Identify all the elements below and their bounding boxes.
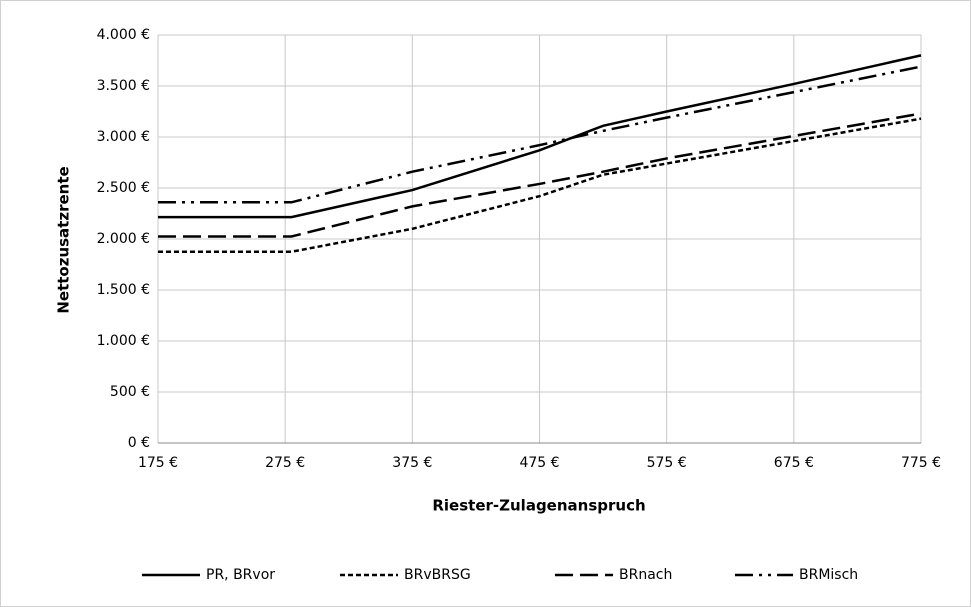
y-tick-label: 2.000 € [97,231,150,247]
y-tick-label: 3.500 € [97,78,150,94]
legend-label: BRvBRSG [404,567,471,583]
y-tick-label: 1.500 € [97,282,150,298]
x-tick-label: 375 € [392,455,432,471]
series-line [158,65,922,204]
legend-label: PR, BRvor [206,567,275,583]
y-tick-label: 1.000 € [97,333,150,349]
x-tick-label: 475 € [519,455,559,471]
y-tick-label: 500 € [110,384,150,400]
x-axis-label: Riester-Zulagenanspruch [432,497,645,515]
legend-label: BRnach [619,567,672,583]
x-tick-label: 275 € [265,455,305,471]
y-tick-label: 4.000 € [97,27,150,43]
series-line [158,117,922,253]
legend-label: BRMisch [799,567,858,583]
x-tick-label: 175 € [138,455,178,471]
series-line [158,112,922,238]
x-tick-label: 575 € [647,455,687,471]
y-tick-label: 2.500 € [97,180,150,196]
y-tick-label: 0 € [128,435,150,451]
x-tick-label: 775 € [901,455,941,471]
y-tick-label: 3.000 € [97,129,150,145]
y-axis-label: Nettozusatzrente [55,166,73,313]
x-tick-label: 675 € [774,455,814,471]
